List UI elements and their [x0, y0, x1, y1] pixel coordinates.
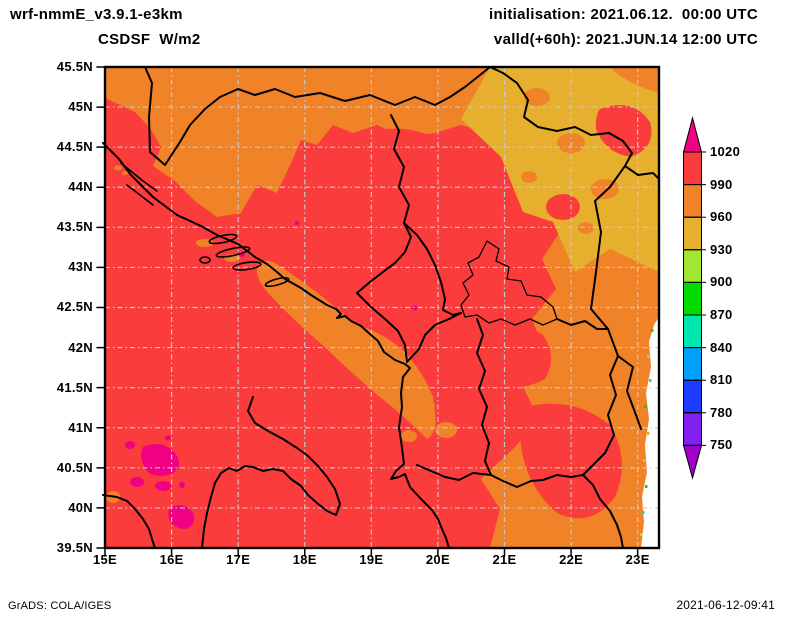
- colorbar-segment: [683, 347, 702, 381]
- lat-tick-label: 45N: [68, 99, 93, 115]
- lat-ticks: [96, 66, 106, 549]
- lat-tick-label: 40N: [68, 499, 93, 515]
- lon-axis: 15E 16E 17E 18E 19E 20E 21E 22E 23E: [93, 552, 659, 572]
- colorbar-segment: [683, 249, 702, 283]
- lat-tick-label: 42.5N: [56, 299, 93, 315]
- variable-title: CSDSF W/m2: [98, 31, 201, 48]
- lat-tick-label: 43.5N: [56, 219, 93, 235]
- colorbar: 1020 990 960 930 900 870 840 810 780 750: [682, 116, 798, 488]
- dalmatian-islands: [120, 162, 290, 288]
- lon-tick-label: 16E: [159, 552, 184, 567]
- lat-tick-label: 44N: [68, 179, 93, 195]
- colorbar-above-max: [682, 116, 703, 153]
- colorbar-segment: [683, 379, 702, 414]
- colorbar-tick-label: 930: [710, 241, 733, 257]
- colorbar-tick-label: 810: [710, 372, 733, 388]
- lat-tick-label: 42N: [68, 339, 93, 355]
- italy-puglia-coastline: [201, 396, 341, 549]
- colorbar-tick-label: 1020: [710, 144, 741, 159]
- colorbar-tick-label: 870: [710, 307, 733, 322]
- creation-timestamp: 2021-06-12-09:41: [676, 598, 775, 612]
- italy-west-coastline: [102, 494, 156, 549]
- lat-tick-label: 41N: [68, 419, 93, 435]
- colorbar-tick-label: 960: [710, 209, 733, 225]
- grads-credit: GrADS: COLA/IGES: [8, 600, 112, 612]
- model-title: wrf-nmmE_v3.9.1-e3km: [10, 6, 183, 23]
- colorbar-segment: [683, 216, 702, 251]
- colorbar-tick-label: 840: [710, 339, 733, 355]
- lat-tick-label: 43N: [68, 259, 93, 275]
- map-canvas: [96, 65, 661, 557]
- colorbar-tick-label: 990: [710, 176, 733, 192]
- lon-tick-label: 19E: [359, 552, 384, 567]
- lat-tick-label: 44.5N: [56, 139, 93, 155]
- lat-tick-label: 45.5N: [56, 59, 93, 74]
- lon-tick-label: 18E: [292, 552, 317, 567]
- lon-tick-label: 17E: [226, 552, 251, 567]
- lat-tick-label: 39.5N: [56, 539, 93, 555]
- lon-ticks: [104, 547, 639, 557]
- colorbar-tick-label: 900: [710, 274, 733, 290]
- forecast-map: [96, 65, 661, 557]
- colorbar-segment: [683, 184, 702, 218]
- colorbar-segment: [683, 151, 702, 186]
- lat-tick-label: 40.5N: [56, 459, 93, 475]
- country-borders: [144, 66, 660, 549]
- init-time-label: initialisation: 2021.06.12. 00:00 UTC: [488, 6, 758, 23]
- colorbar-segment: [683, 281, 702, 316]
- coastlines: [102, 142, 450, 549]
- colorbar-below-min: [682, 444, 703, 480]
- valid-time-label: valld(+60h): 2021.JUN.14 12:00 UTC: [493, 31, 758, 48]
- lon-tick-label: 20E: [425, 552, 450, 567]
- colorbar-segment: [683, 314, 702, 349]
- field-red-patches: [349, 105, 652, 519]
- lat-tick-label: 41.5N: [56, 379, 93, 395]
- adriatic-coastline: [102, 142, 450, 549]
- lon-tick-label: 21E: [492, 552, 517, 567]
- lon-tick-label: 15E: [92, 552, 118, 567]
- no-data-edge-speckles: [640, 329, 654, 536]
- colorbar-boundary-lines: [683, 151, 706, 446]
- colorbar-scale: [682, 116, 706, 480]
- gridlines: [105, 67, 659, 548]
- lon-tick-label: 23E: [625, 552, 650, 567]
- colorbar-segment: [683, 412, 702, 446]
- kosovo-border: [460, 240, 558, 326]
- colorbar-tick-label: 750: [710, 437, 733, 453]
- lon-tick-label: 22E: [559, 552, 584, 567]
- lat-axis: 45.5N 45N 44.5N 44N 43.5N 43N 42.5N 42N 41.5N 41N…: [0, 59, 95, 555]
- map-frame: [103, 65, 661, 550]
- no-data-strip: [641, 317, 659, 548]
- colorbar-tick-label: 780: [710, 404, 733, 420]
